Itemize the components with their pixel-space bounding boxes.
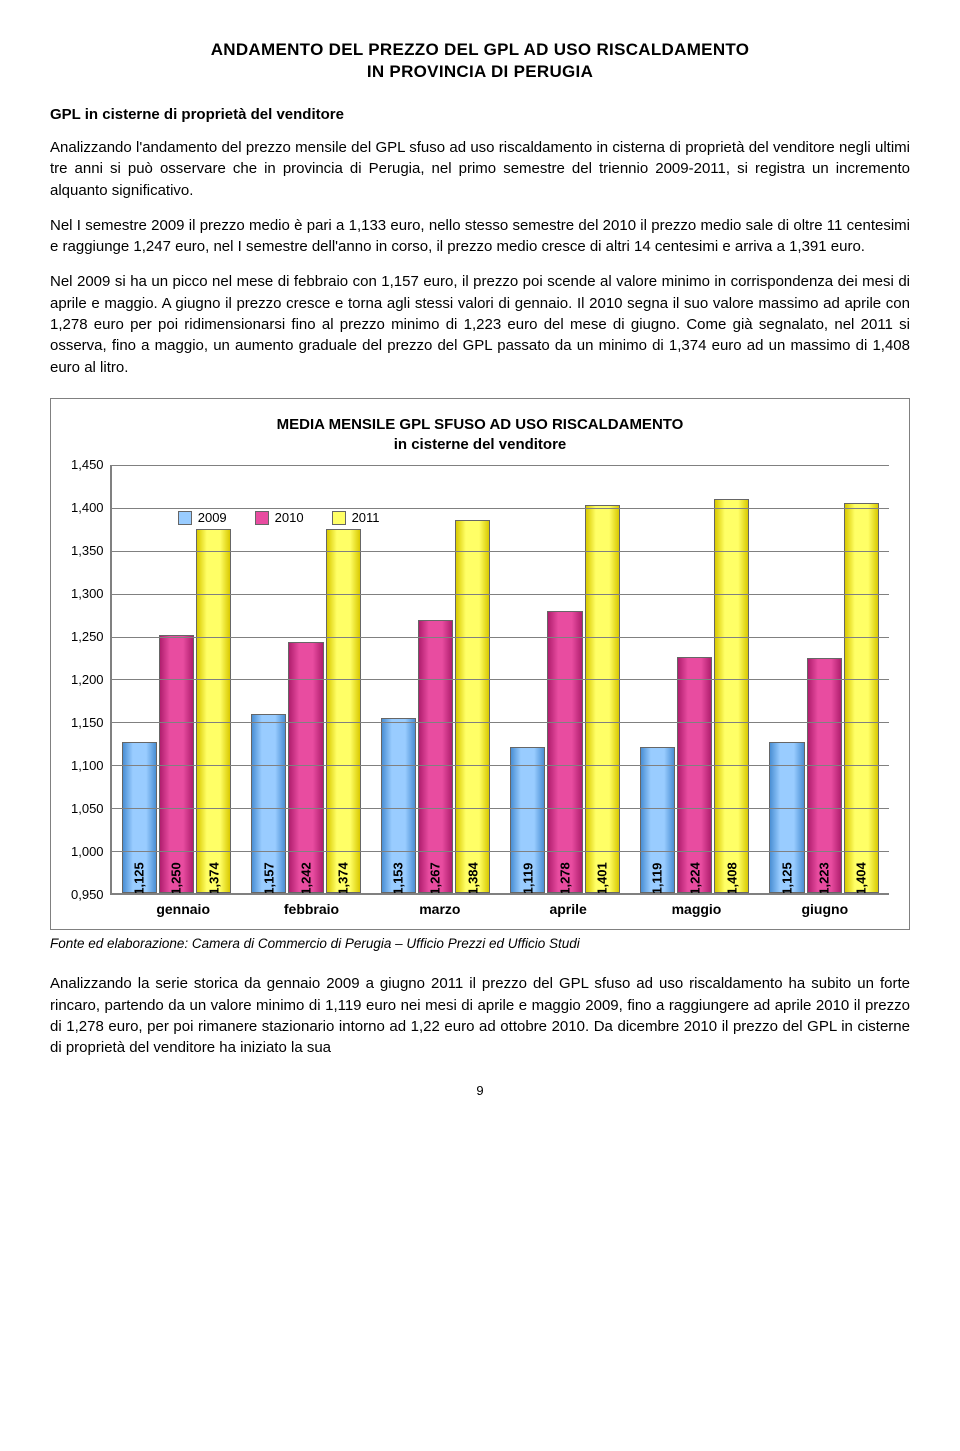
x-axis-label: aprile xyxy=(504,901,632,917)
bar-value-label: 1,374 xyxy=(206,863,221,896)
bar-value-label: 1,125 xyxy=(132,863,147,896)
grid-line xyxy=(112,551,889,552)
x-axis-label: giugno xyxy=(761,901,889,917)
chart-source-note: Fonte ed elaborazione: Camera di Commerc… xyxy=(50,936,910,951)
bar: 1,374 xyxy=(196,529,231,894)
legend-item: 2011 xyxy=(332,510,380,525)
bar: 1,119 xyxy=(510,747,545,894)
bar: 1,267 xyxy=(418,620,453,893)
bar-value-label: 1,384 xyxy=(465,863,480,896)
grid-line xyxy=(112,594,889,595)
grid-line xyxy=(112,679,889,680)
legend-label: 2009 xyxy=(198,510,227,525)
bar: 1,374 xyxy=(326,529,361,894)
bar-value-label: 1,153 xyxy=(391,863,406,896)
grid-line xyxy=(112,765,889,766)
bar-value-label: 1,374 xyxy=(336,863,351,896)
legend-swatch xyxy=(255,511,269,525)
bar-value-label: 1,250 xyxy=(169,863,184,896)
chart-plot-area: 2009 2010 2011 1,125 1,250 1,374 1,157 1,242 1,… xyxy=(110,465,889,895)
bar: 1,384 xyxy=(455,520,490,894)
chart-title-line1: MEDIA MENSILE GPL SFUSO AD USO RISCALDAM… xyxy=(277,416,684,433)
bar: 1,408 xyxy=(714,499,749,893)
bar: 1,404 xyxy=(844,503,879,894)
x-axis-label: marzo xyxy=(376,901,504,917)
bar-value-label: 1,119 xyxy=(520,863,535,895)
grid-line xyxy=(112,808,889,809)
bar: 1,401 xyxy=(585,505,620,893)
legend-label: 2010 xyxy=(275,510,304,525)
bar-value-label: 1,267 xyxy=(428,863,443,896)
legend-swatch xyxy=(178,511,192,525)
bar-value-label: 1,223 xyxy=(817,863,832,896)
page-subtitle: IN PROVINCIA DI PERUGIA xyxy=(50,62,910,82)
page-title: ANDAMENTO DEL PREZZO DEL GPL AD USO RISC… xyxy=(50,40,910,60)
bar: 1,119 xyxy=(640,747,675,894)
chart-container: MEDIA MENSILE GPL SFUSO AD USO RISCALDAM… xyxy=(50,398,910,931)
legend-item: 2010 xyxy=(255,510,304,525)
paragraph-4: Analizzando la serie storica da gennaio … xyxy=(50,973,910,1058)
grid-line xyxy=(112,637,889,638)
bar: 1,224 xyxy=(677,657,712,894)
chart-title: MEDIA MENSILE GPL SFUSO AD USO RISCALDAM… xyxy=(71,415,889,456)
x-axis-label: maggio xyxy=(632,901,760,917)
paragraph-2: Nel I semestre 2009 il prezzo medio è pa… xyxy=(50,215,910,258)
bar-value-label: 1,401 xyxy=(595,863,610,896)
section-heading: GPL in cisterne di proprietà del vendito… xyxy=(50,106,910,123)
bar: 1,223 xyxy=(807,658,842,894)
grid-line xyxy=(112,893,889,894)
bar-value-label: 1,404 xyxy=(854,863,869,896)
chart-y-axis: 1,4501,4001,3501,3001,2501,2001,1501,100… xyxy=(71,465,110,895)
chart-title-line2: in cisterne del venditore xyxy=(394,436,567,453)
grid-line xyxy=(112,851,889,852)
bar-value-label: 1,242 xyxy=(298,863,313,896)
bar-value-label: 1,157 xyxy=(261,863,276,896)
paragraph-1: Analizzando l'andamento del prezzo mensi… xyxy=(50,137,910,201)
bar-value-label: 1,278 xyxy=(558,863,573,896)
legend-label: 2011 xyxy=(352,510,380,525)
chart-x-axis: gennaiofebbraiomarzoaprilemaggiogiugno xyxy=(119,901,889,917)
bar: 1,157 xyxy=(251,714,286,893)
bar: 1,250 xyxy=(159,635,194,894)
x-axis-label: gennaio xyxy=(119,901,247,917)
bar: 1,153 xyxy=(381,718,416,894)
bar-value-label: 1,408 xyxy=(724,863,739,896)
bar-value-label: 1,224 xyxy=(687,863,702,896)
grid-line xyxy=(112,722,889,723)
legend-item: 2009 xyxy=(178,510,227,525)
bar-value-label: 1,125 xyxy=(780,863,795,896)
page-number: 9 xyxy=(50,1083,910,1098)
chart-legend: 2009 2010 2011 xyxy=(174,508,384,527)
legend-swatch xyxy=(332,511,346,525)
bar-value-label: 1,119 xyxy=(650,863,665,895)
grid-line xyxy=(112,465,889,466)
chart-plot-wrapper: 1,4501,4001,3501,3001,2501,2001,1501,100… xyxy=(71,465,889,895)
paragraph-3: Nel 2009 si ha un picco nel mese di febb… xyxy=(50,271,910,377)
x-axis-label: febbraio xyxy=(247,901,375,917)
